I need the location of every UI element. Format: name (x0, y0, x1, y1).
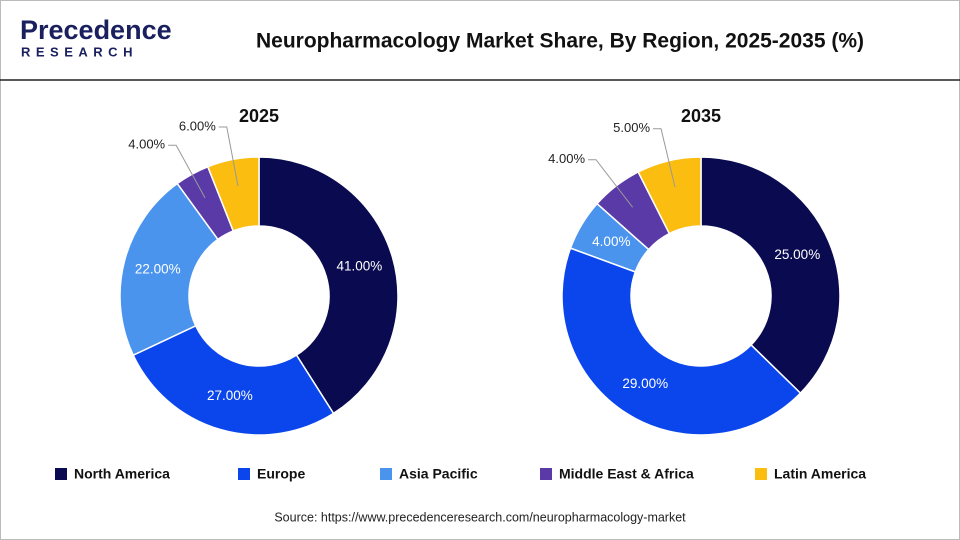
leader-line (218, 126, 239, 187)
title: Neuropharmacology Market Share, By Regio… (256, 30, 864, 53)
legend-swatch (55, 468, 67, 480)
data-label: 5.00% (613, 120, 650, 135)
legend-swatch (540, 468, 552, 480)
data-label: 29.00% (622, 376, 668, 391)
donut-segment (258, 156, 399, 415)
donut-segment (119, 182, 219, 357)
data-label: 22.00% (135, 262, 181, 277)
legend-swatch (755, 468, 767, 480)
legend: North America Europe Asia Pacific Middle Ea… (55, 466, 866, 482)
donut-segment (132, 324, 335, 436)
leader-line (588, 159, 634, 208)
logo-bottom: RESEARCH (21, 44, 138, 59)
source: Source: https://www.precedenceresearch.c… (274, 510, 686, 524)
legend-label: North America (74, 466, 170, 482)
leader-line (653, 128, 676, 188)
data-label: 4.00% (548, 151, 585, 166)
chart-title: 2025 (239, 106, 279, 126)
donut-segment (561, 247, 802, 436)
data-label: 27.00% (207, 388, 253, 403)
legend-label: Latin America (774, 466, 866, 482)
donut-segment (700, 156, 841, 395)
legend-swatch (380, 468, 392, 480)
leader-line (168, 144, 206, 199)
donut-segment (206, 156, 260, 232)
legend-label: Middle East & Africa (559, 466, 694, 482)
data-label: 41.00% (336, 258, 382, 273)
data-label: 4.00% (128, 137, 165, 152)
chart-title: 2035 (681, 106, 721, 126)
donut-segment (637, 156, 702, 235)
legend-swatch (238, 468, 250, 480)
logo-top: Precedence (20, 15, 172, 45)
legend-label: Asia Pacific (399, 466, 478, 482)
data-label: 4.00% (592, 234, 630, 249)
data-label: 25.00% (774, 247, 820, 262)
legend-label: Europe (257, 466, 305, 482)
data-label: 6.00% (179, 118, 216, 133)
